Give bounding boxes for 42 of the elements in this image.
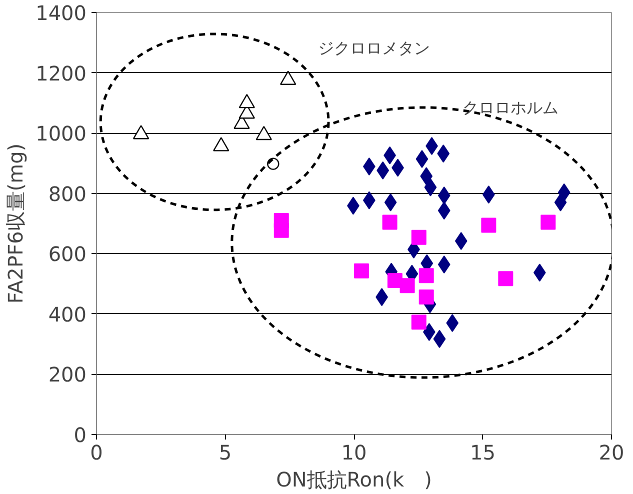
point: [438, 202, 450, 220]
point: [418, 268, 434, 284]
y-tick-label: 200: [48, 362, 87, 387]
y-axis-title: FA2PF6収量(mg): [4, 143, 28, 304]
point: [354, 263, 369, 278]
point: [437, 144, 450, 163]
x-tick-label: 15: [470, 440, 496, 464]
point: [540, 214, 556, 230]
x-tick-label: 10: [341, 440, 367, 464]
point: [533, 264, 546, 282]
annotation: ジクロロメタン: [318, 38, 430, 58]
point: [498, 271, 514, 286]
x-axis-title: ON抵抗Ron(k ): [276, 468, 432, 492]
point: [438, 255, 450, 274]
x-tick-label: 20: [598, 440, 624, 464]
point: [416, 150, 428, 168]
x-tick-label: 5: [218, 440, 232, 464]
y-tick-label: 600: [48, 242, 87, 266]
annotation: クロロホルム: [462, 98, 559, 117]
y-tick-label: 0: [74, 423, 87, 447]
point: [433, 330, 446, 348]
x-tick-label: 0: [90, 440, 103, 464]
y-tick-label: 400: [48, 302, 87, 326]
y-tick-label: 1400: [36, 1, 87, 25]
point: [438, 186, 450, 204]
point: [454, 232, 468, 250]
point: [274, 222, 289, 238]
point: [554, 193, 567, 212]
point: [420, 167, 433, 186]
point: [400, 278, 415, 294]
point: [418, 290, 434, 305]
point: [424, 178, 437, 196]
point: [384, 193, 397, 212]
point: [411, 314, 426, 330]
y-tick-label: 1000: [36, 122, 87, 146]
point: [446, 314, 459, 332]
point: [411, 230, 426, 245]
point: [481, 218, 496, 233]
y-tick-label: 800: [48, 182, 87, 206]
point: [382, 214, 398, 230]
y-tick-label: 1200: [36, 61, 87, 86]
point: [376, 161, 390, 180]
